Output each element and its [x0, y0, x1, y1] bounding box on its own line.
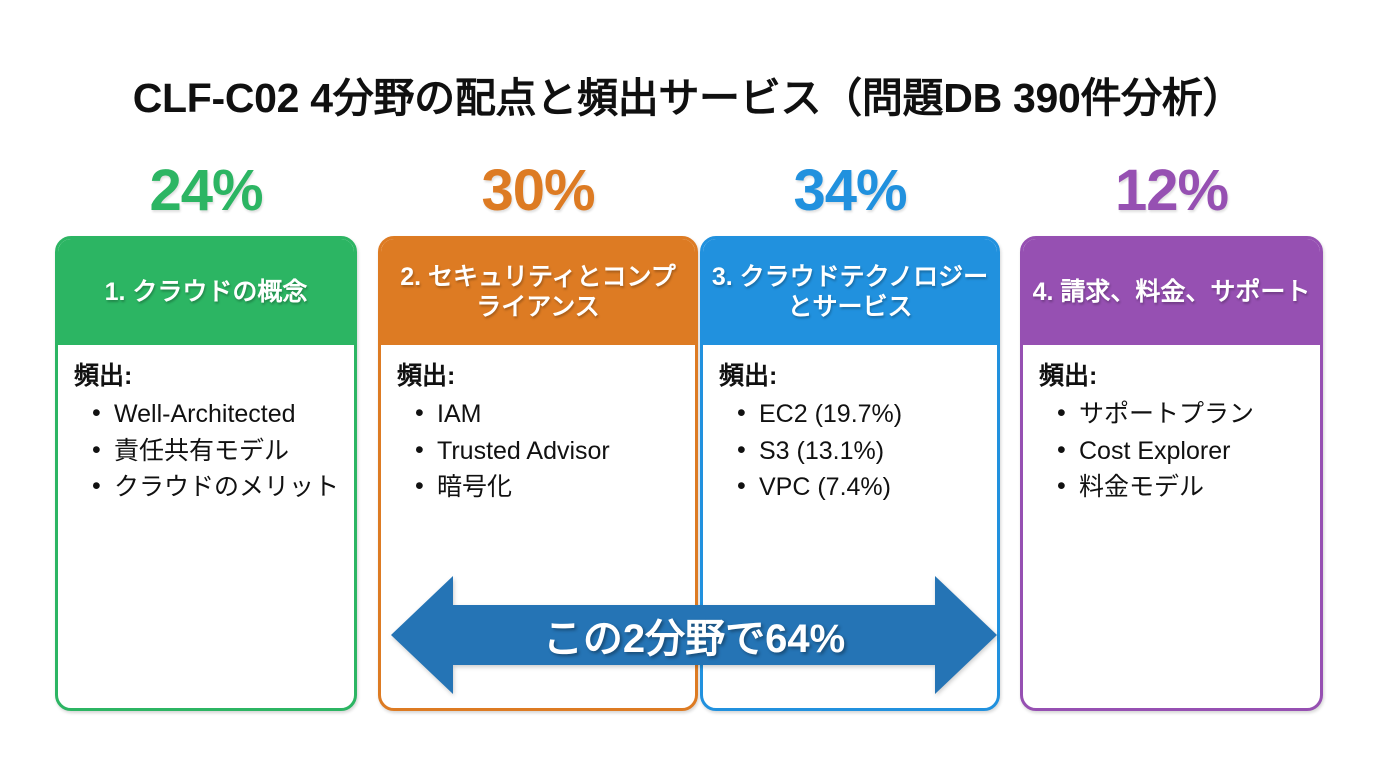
domain-2-card[interactable]: 2. セキュリティとコンプライアンス 頻出: IAM Trusted Advis… — [378, 236, 698, 711]
list-item: Cost Explorer — [1055, 433, 1310, 469]
list-item: サポートプラン — [1055, 396, 1310, 432]
domain-2-freq-label: 頻出: — [397, 362, 456, 390]
double-arrow-icon — [391, 576, 997, 694]
domain-4-card[interactable]: 4. 請求、料金、サポート 頻出: サポートプラン Cost Explorer … — [1020, 236, 1323, 711]
domain-2-service-list: IAM Trusted Advisor 暗号化 — [397, 396, 685, 505]
list-item: EC2 (19.7%) — [735, 396, 987, 432]
list-item: Trusted Advisor — [413, 433, 685, 469]
domain-1-freq-label: 頻出: — [74, 362, 133, 390]
domain-2-header: 2. セキュリティとコンプライアンス — [381, 239, 695, 345]
domain-3-freq-label: 頻出: — [719, 362, 778, 390]
domain-column-1: 24% 1. クラウドの概念 頻出: Well-Architected 責任共有… — [55, 162, 357, 711]
domain-1-header: 1. クラウドの概念 — [58, 239, 354, 345]
domain-3-service-list: EC2 (19.7%) S3 (13.1%) VPC (7.4%) — [719, 396, 987, 505]
page-title: CLF-C02 4分野の配点と頻出サービス（問題DB 390件分析） — [132, 75, 1244, 121]
domain-4-body: 頻出: サポートプラン Cost Explorer 料金モデル — [1023, 345, 1320, 517]
domain-4-service-list: サポートプラン Cost Explorer 料金モデル — [1039, 396, 1310, 505]
domain-2-body: 頻出: IAM Trusted Advisor 暗号化 — [381, 345, 695, 517]
list-item: VPC (7.4%) — [735, 469, 987, 505]
list-item: 料金モデル — [1055, 469, 1310, 505]
domain-column-2: 30% 2. セキュリティとコンプライアンス 頻出: IAM Trusted A… — [378, 162, 698, 711]
domain-column-4: 12% 4. 請求、料金、サポート 頻出: サポートプラン Cost Explo… — [1020, 162, 1323, 711]
domain-3-percent: 34% — [793, 158, 907, 223]
combined-weight-callout: この2分野で64% — [391, 576, 997, 694]
domain-3-body: 頻出: EC2 (19.7%) S3 (13.1%) VPC (7.4%) — [703, 345, 997, 517]
list-item: S3 (13.1%) — [735, 433, 987, 469]
list-item: IAM — [413, 396, 685, 432]
domain-1-percent: 24% — [149, 158, 263, 223]
domain-4-freq-label: 頻出: — [1039, 362, 1098, 390]
list-item: 責任共有モデル — [90, 433, 344, 469]
list-item: Well-Architected — [90, 396, 344, 432]
domain-1-card[interactable]: 1. クラウドの概念 頻出: Well-Architected 責任共有モデル … — [55, 236, 357, 711]
domain-1-service-list: Well-Architected 責任共有モデル クラウドのメリット — [74, 396, 344, 505]
domain-4-percent: 12% — [1114, 158, 1229, 223]
list-item: 暗号化 — [413, 469, 685, 505]
domain-1-body: 頻出: Well-Architected 責任共有モデル クラウドのメリット — [58, 345, 354, 517]
domain-3-header: 3. クラウドテクノロジーとサービス — [703, 239, 997, 345]
callout-text: この2分野で64% — [542, 617, 846, 661]
list-item: クラウドのメリット — [90, 469, 344, 505]
domain-2-percent: 30% — [481, 158, 595, 223]
domain-4-header: 4. 請求、料金、サポート — [1023, 239, 1320, 345]
